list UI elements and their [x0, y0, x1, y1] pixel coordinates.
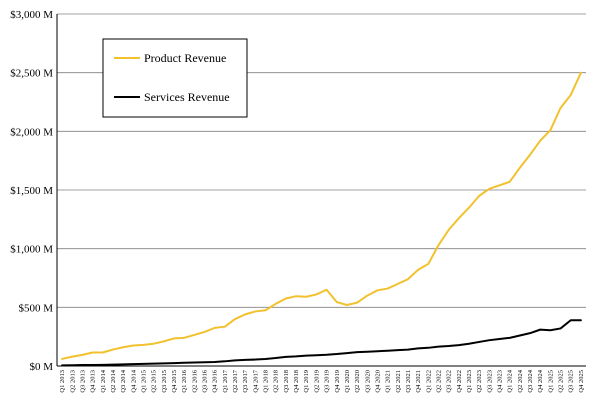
x-tick-label: Q3 2018	[283, 370, 290, 393]
x-tick-label: Q1 2025	[547, 370, 554, 393]
x-tick-label: Q3 2025	[568, 370, 575, 393]
y-tick-label: $1,500 M	[10, 185, 53, 197]
x-tick-label: Q3 2020	[364, 370, 371, 393]
x-tick-label: Q2 2013	[69, 370, 76, 393]
x-tick-label: Q1 2015	[140, 370, 147, 393]
x-tick-label: Q3 2019	[324, 370, 331, 393]
x-tick-label: Q2 2016	[191, 369, 198, 392]
y-tick-label: $0 M	[29, 361, 53, 373]
x-tick-label: Q4 2024	[537, 369, 544, 392]
x-tick-label: Q3 2013	[79, 370, 86, 393]
x-tick-label: Q1 2017	[222, 369, 229, 392]
legend-box	[102, 38, 248, 118]
y-tick-label: $2,500 M	[10, 68, 53, 80]
x-tick-label: Q3 2023	[486, 370, 493, 393]
x-tick-label: Q4 2016	[212, 369, 219, 392]
legend-label-services-revenue: Services Revenue	[144, 90, 230, 104]
x-tick-label: Q2 2021	[395, 370, 402, 393]
x-tick-label: Q2 2015	[151, 370, 158, 393]
x-tick-label: Q4 2020	[374, 370, 381, 393]
series-line-services-revenue	[61, 319, 582, 367]
legend: Product Revenue Services Revenue	[102, 38, 248, 118]
legend-label-product-revenue: Product Revenue	[144, 51, 226, 65]
x-tick-label: Q1 2014	[100, 369, 107, 392]
x-tick-label: Q1 2016	[181, 369, 188, 392]
x-tick-label: Q1 2023	[466, 370, 473, 393]
x-tick-label: Q3 2017	[242, 369, 249, 392]
x-tick-label: Q4 2019	[334, 370, 341, 393]
y-tick-label: $2,000 M	[10, 126, 53, 138]
x-tick-label: Q4 2021	[415, 370, 422, 393]
x-tick-label: Q2 2014	[110, 369, 117, 392]
x-tick-label: Q3 2021	[405, 370, 412, 393]
x-tick-label: Q1 2013	[59, 370, 66, 393]
x-tick-label: Q2 2023	[476, 370, 483, 393]
x-tick-label: Q2 2024	[517, 369, 524, 392]
x-tick-label: Q2 2025	[558, 370, 565, 393]
y-tick-label: $1,000 M	[10, 244, 53, 256]
x-tick-label: Q3 2015	[161, 370, 168, 393]
x-tick-label: Q1 2019	[303, 370, 310, 393]
x-tick-label: Q4 2025	[578, 370, 585, 393]
series-lines	[61, 71, 582, 367]
x-tick-label: Q3 2022	[446, 370, 453, 393]
y-tick-labels: $0 M $500 M $1,000 M $1,500 M $2,000 M $2,500…	[10, 9, 53, 373]
x-tick-label: Q2 2020	[354, 370, 361, 393]
x-tick-label: Q4 2018	[293, 370, 300, 393]
y-tick-label: $500 M	[18, 302, 53, 314]
x-tick-label: Q2 2018	[273, 370, 280, 393]
x-tick-label: Q3 2024	[527, 369, 534, 392]
axes	[56, 14, 586, 367]
x-tick-labels: Q1 2013 Q2 2013 Q3 2013 Q4 2013 Q1 2014 Q2 20…	[59, 369, 585, 392]
x-tick-label: Q2 2017	[232, 369, 239, 392]
x-tick-label: Q4 2015	[171, 370, 178, 393]
x-tick-label: Q4 2017	[252, 369, 259, 392]
x-tick-label: Q1 2021	[385, 370, 392, 393]
x-tick-label: Q2 2019	[313, 370, 320, 393]
y-tick-label: $3,000 M	[10, 9, 53, 21]
x-tick-label: Q4 2022	[456, 370, 463, 393]
x-tick-label: Q2 2022	[435, 370, 442, 393]
x-tick-label: Q1 2018	[263, 370, 270, 393]
x-tick-label: Q4 2023	[497, 370, 504, 393]
x-tick-label: Q4 2014	[130, 369, 137, 392]
x-tick-label: Q3 2016	[202, 369, 209, 392]
x-tick-label: Q3 2014	[120, 369, 127, 392]
x-tick-label: Q1 2022	[425, 370, 432, 393]
series-line-product-revenue	[61, 71, 582, 360]
x-tick-label: Q1 2020	[344, 370, 351, 393]
x-tick-label: Q4 2013	[90, 370, 97, 393]
x-tick-label: Q1 2024	[507, 369, 514, 392]
